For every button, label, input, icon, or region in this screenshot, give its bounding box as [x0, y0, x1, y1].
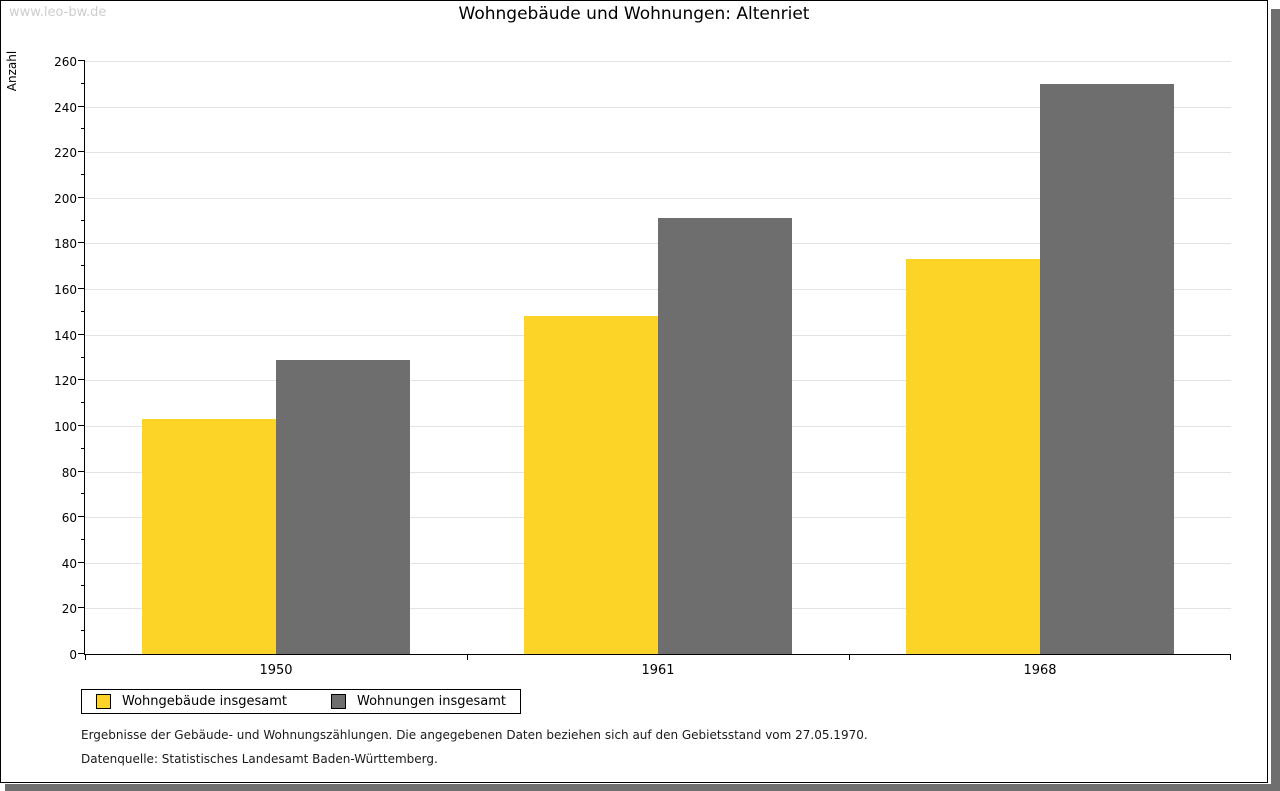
- x-axis-tick: [467, 654, 468, 660]
- y-axis-major-tick: [78, 561, 85, 563]
- y-axis-major-tick: [78, 424, 85, 426]
- legend-item-wohnungen: Wohnungen insgesamt: [331, 694, 506, 709]
- y-axis-minor-tick: [81, 310, 85, 312]
- y-axis-minor-tick: [81, 493, 85, 495]
- y-axis-minor-tick: [81, 402, 85, 404]
- y-axis-tick-label: 260: [54, 55, 77, 69]
- bar-wohngebaeude-1968: [906, 259, 1040, 654]
- gridline: [85, 106, 1231, 108]
- y-axis-minor-tick: [81, 538, 85, 540]
- legend-item-wohngebaeude: Wohngebäude insgesamt: [96, 694, 287, 709]
- y-axis-major-tick: [78, 607, 85, 609]
- y-axis-major-tick: [78, 653, 85, 654]
- bar-wohnungen-1961: [658, 218, 792, 654]
- y-axis-major-tick: [78, 288, 85, 290]
- x-axis-tick: [1230, 654, 1231, 660]
- gridline: [85, 152, 1231, 154]
- y-axis-minor-tick: [81, 82, 85, 84]
- panel-shadow-right: [1271, 9, 1280, 791]
- bar-wohngebaeude-1950: [142, 419, 276, 654]
- legend-swatch-yellow-icon: [96, 694, 111, 709]
- y-axis-major-tick: [78, 60, 85, 61]
- y-axis-major-tick: [78, 105, 85, 107]
- y-axis-title: Anzahl: [5, 50, 19, 92]
- legend-label-wohngebaeude: Wohngebäude insgesamt: [122, 694, 287, 709]
- watermark: www.leo-bw.de: [9, 5, 107, 20]
- y-axis-major-tick: [78, 516, 85, 518]
- y-axis-minor-tick: [81, 128, 85, 130]
- y-axis-tick-label: 20: [61, 602, 77, 617]
- y-axis-tick-label: 100: [54, 419, 77, 434]
- x-axis-category-label: 1968: [1023, 663, 1057, 678]
- y-axis-tick-label: 140: [54, 328, 77, 343]
- x-axis-tick: [85, 654, 86, 660]
- y-axis-tick-label: 80: [61, 465, 77, 480]
- y-axis-tick-label: 0: [69, 648, 77, 662]
- y-axis-tick-label: 220: [54, 146, 77, 161]
- gridline: [85, 61, 1231, 62]
- bar-wohnungen-1950: [276, 359, 410, 654]
- y-axis-minor-tick: [81, 584, 85, 586]
- legend-swatch-gray-icon: [331, 694, 346, 709]
- footnote-line-1: Ergebnisse der Gebäude- und Wohnungszähl…: [81, 728, 868, 742]
- y-axis-major-tick: [78, 196, 85, 198]
- x-axis-category-label: 1961: [641, 663, 675, 678]
- y-axis-major-tick: [78, 470, 85, 472]
- chart-title: Wohngebäude und Wohnungen: Altenriet: [458, 4, 810, 24]
- y-axis-tick-label: 40: [61, 556, 77, 571]
- y-axis-major-tick: [78, 333, 85, 335]
- y-axis-minor-tick: [81, 219, 85, 221]
- y-axis-minor-tick: [81, 265, 85, 267]
- y-axis-tick-label: 240: [54, 100, 77, 115]
- legend-label-wohnungen: Wohnungen insgesamt: [357, 694, 506, 709]
- y-axis-minor-tick: [81, 447, 85, 449]
- x-axis-category-label: 1950: [259, 663, 293, 678]
- x-axis-tick: [849, 654, 850, 660]
- gridline: [85, 197, 1231, 199]
- footnote-line-2: Datenquelle: Statistisches Landesamt Bad…: [81, 752, 438, 766]
- bar-wohnungen-1968: [1040, 83, 1174, 654]
- y-axis-major-tick: [78, 379, 85, 381]
- y-axis-minor-tick: [81, 630, 85, 632]
- y-axis-tick-label: 180: [54, 237, 77, 252]
- y-axis-minor-tick: [81, 356, 85, 358]
- bar-wohngebaeude-1961: [524, 316, 658, 654]
- y-axis-tick-label: 60: [61, 511, 77, 526]
- y-axis-tick-label: 120: [54, 374, 77, 389]
- panel-shadow-bottom: [5, 784, 1280, 791]
- y-axis-major-tick: [78, 151, 85, 153]
- plot-area: 0 20 40 60 80 100 120 140 160 180 200 220 240 260 1950…: [54, 55, 1231, 678]
- y-axis-minor-tick: [81, 174, 85, 176]
- y-axis-tick-label: 200: [54, 191, 77, 206]
- y-axis-tick-label: 160: [54, 283, 77, 298]
- y-axis-major-tick: [78, 242, 85, 244]
- legend: Wohngebäude insgesamt Wohnungen insgesam…: [81, 689, 521, 714]
